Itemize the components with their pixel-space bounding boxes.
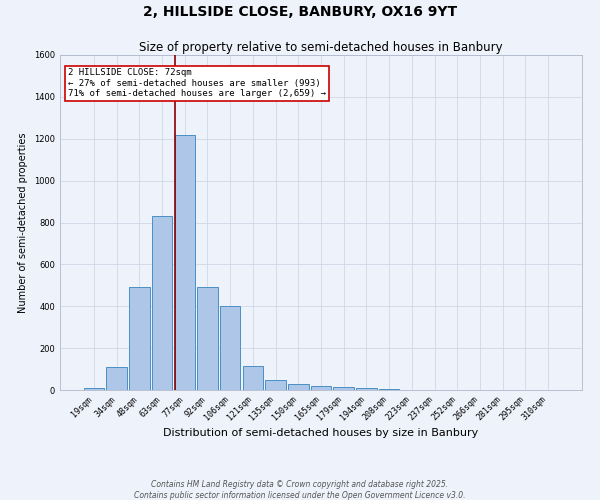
Bar xyxy=(311,386,331,390)
Bar xyxy=(288,384,308,390)
Text: Contains HM Land Registry data © Crown copyright and database right 2025.
Contai: Contains HM Land Registry data © Crown c… xyxy=(134,480,466,500)
Bar xyxy=(356,388,377,390)
Y-axis label: Number of semi-detached properties: Number of semi-detached properties xyxy=(19,132,28,313)
Title: Size of property relative to semi-detached houses in Banbury: Size of property relative to semi-detach… xyxy=(139,41,503,54)
Bar xyxy=(242,366,263,390)
Bar xyxy=(175,134,195,390)
Bar xyxy=(84,388,104,390)
Bar xyxy=(152,216,172,390)
X-axis label: Distribution of semi-detached houses by size in Banbury: Distribution of semi-detached houses by … xyxy=(163,428,479,438)
Bar xyxy=(265,380,286,390)
Bar xyxy=(334,388,354,390)
Text: 2 HILLSIDE CLOSE: 72sqm
← 27% of semi-detached houses are smaller (993)
71% of s: 2 HILLSIDE CLOSE: 72sqm ← 27% of semi-de… xyxy=(68,68,326,98)
Bar xyxy=(197,288,218,390)
Bar xyxy=(379,389,400,390)
Bar xyxy=(220,306,241,390)
Text: 2, HILLSIDE CLOSE, BANBURY, OX16 9YT: 2, HILLSIDE CLOSE, BANBURY, OX16 9YT xyxy=(143,5,457,19)
Bar xyxy=(129,288,149,390)
Bar xyxy=(106,367,127,390)
